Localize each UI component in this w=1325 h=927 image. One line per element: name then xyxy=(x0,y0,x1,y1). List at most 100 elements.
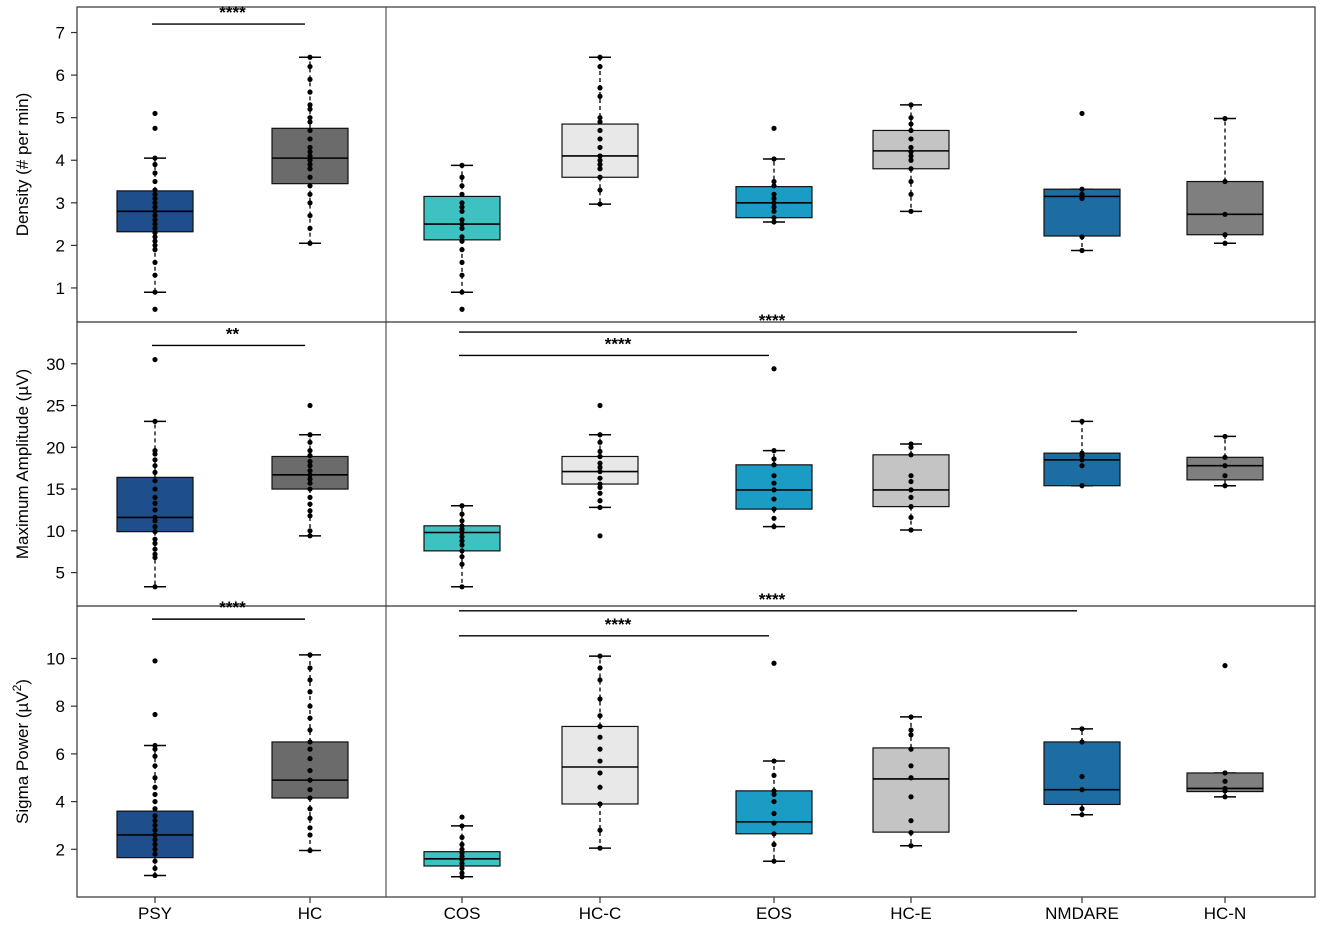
data-point xyxy=(307,815,313,821)
box-body xyxy=(735,464,813,510)
panel-1: 1 2 3 4 5 6 7 Density (# per min) **** xyxy=(13,3,1264,312)
data-point xyxy=(597,677,603,683)
data-point xyxy=(152,212,158,219)
data-point xyxy=(459,561,465,567)
data-point xyxy=(1079,787,1085,793)
data-point xyxy=(597,54,603,60)
box-body xyxy=(1186,180,1264,236)
data-point xyxy=(152,858,158,864)
data-point xyxy=(1222,232,1228,238)
data-point xyxy=(1222,463,1228,469)
y-tick-label: 7 xyxy=(56,24,65,43)
data-point xyxy=(597,453,603,460)
data-point xyxy=(908,714,914,720)
data-point xyxy=(152,524,158,530)
data-point xyxy=(597,136,603,142)
data-point xyxy=(1222,770,1228,776)
data-point xyxy=(597,157,603,163)
data-point xyxy=(152,775,158,781)
data-point xyxy=(597,144,603,151)
data-point xyxy=(459,584,465,590)
data-point xyxy=(307,149,313,155)
data-point xyxy=(307,847,313,854)
data-point xyxy=(152,832,158,838)
data-point xyxy=(459,518,465,524)
data-point xyxy=(771,788,777,794)
data-point xyxy=(152,872,158,879)
data-point xyxy=(597,770,603,776)
data-point xyxy=(771,506,777,512)
box-hc xyxy=(271,402,349,539)
data-point xyxy=(152,818,158,824)
data-point xyxy=(152,507,158,513)
data-point xyxy=(459,857,465,863)
data-point xyxy=(152,584,158,590)
x-tick-label-cos: COS xyxy=(444,904,481,923)
data-point xyxy=(1079,195,1085,202)
data-point xyxy=(771,487,777,493)
y-axis-label: Sigma Power (µV2) xyxy=(10,679,32,824)
data-point xyxy=(597,201,603,207)
y-axis-label: Maximum Amplitude (µV) xyxy=(13,369,32,559)
data-point xyxy=(597,115,603,121)
data-point xyxy=(307,767,313,774)
data-point xyxy=(597,827,603,833)
data-point xyxy=(908,178,914,185)
data-point xyxy=(307,468,313,474)
data-point xyxy=(459,289,465,295)
y-tick-label: 6 xyxy=(56,66,65,85)
data-point xyxy=(1222,794,1228,800)
data-point xyxy=(1222,115,1228,122)
y-tick-label: 3 xyxy=(56,194,65,213)
y-axis-label: Density (# per min) xyxy=(13,93,32,237)
data-point xyxy=(307,212,313,219)
data-point xyxy=(908,136,914,142)
data-point xyxy=(771,125,777,131)
data-point xyxy=(307,806,313,812)
data-point xyxy=(307,652,313,658)
data-point xyxy=(307,787,313,793)
data-point xyxy=(771,831,777,837)
data-point xyxy=(1222,473,1228,479)
box-hc-e xyxy=(872,102,950,214)
x-tick-label-eos: EOS xyxy=(756,904,792,923)
data-point xyxy=(307,689,313,695)
data-point xyxy=(1079,812,1085,818)
data-point xyxy=(597,119,603,125)
data-point xyxy=(307,739,313,745)
data-point xyxy=(908,818,914,824)
data-point xyxy=(597,439,603,445)
data-point xyxy=(597,504,603,511)
data-point xyxy=(597,187,603,193)
data-point xyxy=(152,753,158,759)
data-point xyxy=(307,528,313,534)
data-point xyxy=(597,468,603,475)
data-point xyxy=(459,183,465,189)
box-nmdare xyxy=(1043,726,1121,818)
data-point xyxy=(597,166,603,172)
data-point xyxy=(307,777,313,783)
data-point xyxy=(908,144,914,151)
box-psy xyxy=(116,658,194,879)
data-point xyxy=(152,306,158,312)
data-point xyxy=(152,846,158,852)
data-point xyxy=(771,473,777,479)
data-point xyxy=(1222,778,1228,784)
y-tick-label: 10 xyxy=(46,522,65,541)
box-hc-c xyxy=(561,402,639,539)
data-point xyxy=(1222,483,1228,489)
data-point xyxy=(152,478,158,484)
data-point xyxy=(908,794,914,800)
data-point xyxy=(459,511,465,517)
data-point xyxy=(771,215,777,221)
data-point xyxy=(459,225,465,231)
data-point xyxy=(771,462,777,468)
data-point xyxy=(152,418,158,424)
data-point xyxy=(152,806,158,812)
y-tick-label: 4 xyxy=(56,793,65,812)
data-point xyxy=(307,472,313,478)
data-point xyxy=(908,149,914,155)
data-point xyxy=(459,221,465,227)
box-nmdare xyxy=(1043,110,1121,254)
data-point xyxy=(459,874,465,880)
